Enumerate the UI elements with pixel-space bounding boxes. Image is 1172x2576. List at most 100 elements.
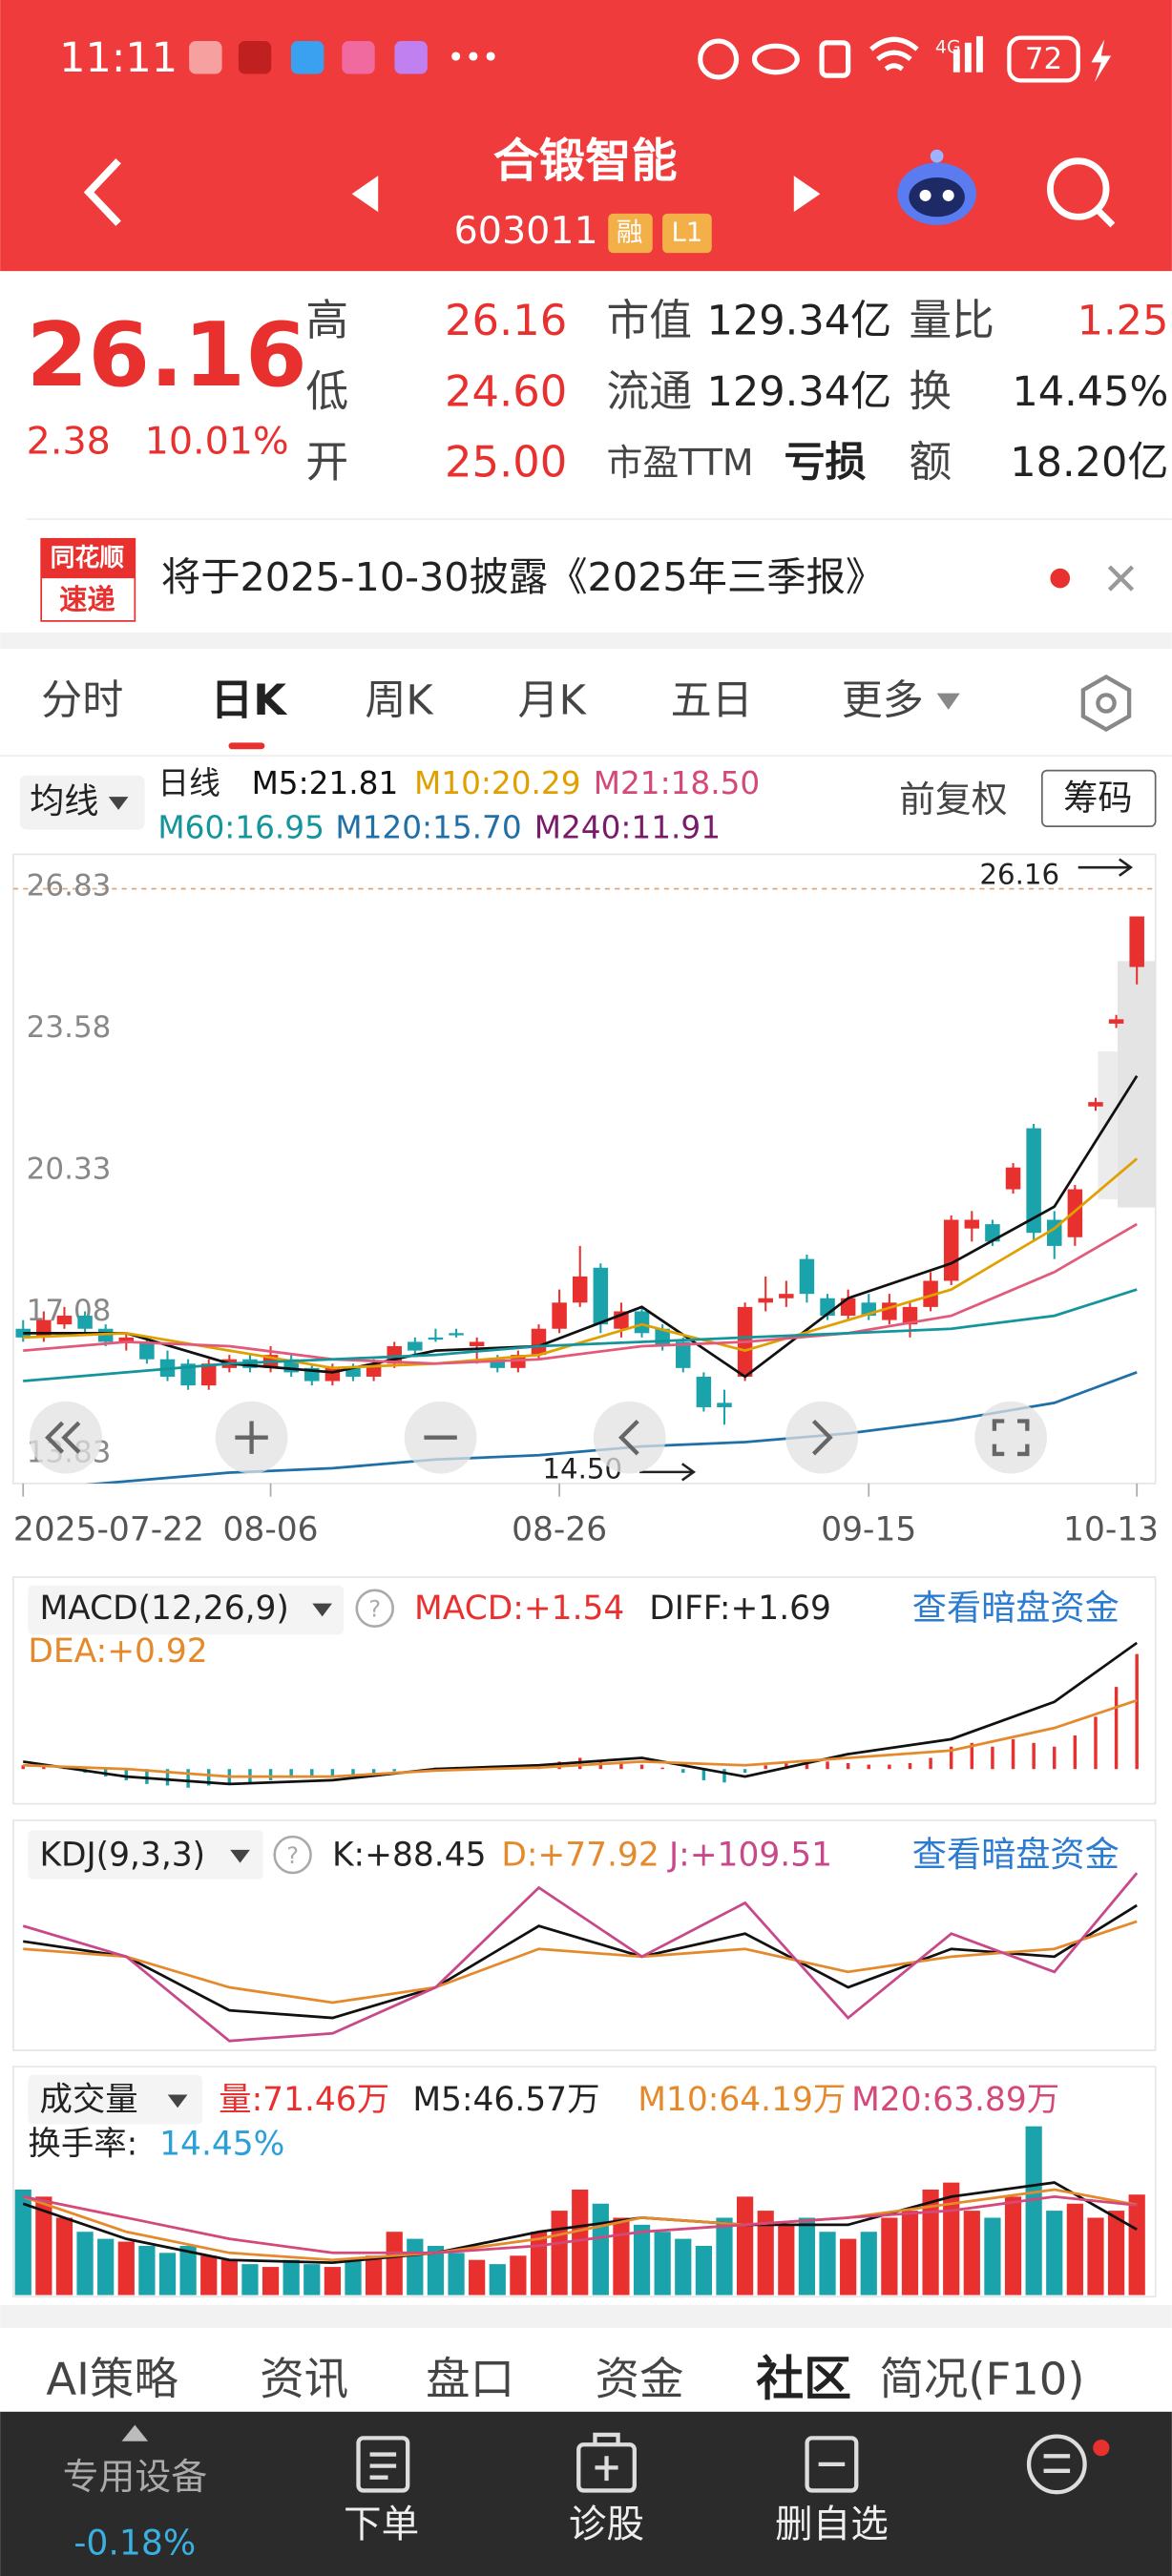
volume-bar bbox=[778, 2224, 795, 2296]
x-tick-label: 09-15 bbox=[821, 1510, 916, 1548]
tab[interactable]: 更多 bbox=[842, 676, 924, 724]
volume-bar bbox=[97, 2238, 115, 2296]
tab[interactable]: 周K bbox=[365, 676, 434, 724]
indicator-line bbox=[23, 1288, 1138, 1382]
volume-bar bbox=[695, 2245, 712, 2296]
ma-selector[interactable]: 均线 bbox=[30, 780, 98, 821]
settings-icon[interactable] bbox=[1080, 674, 1132, 733]
dark-pool-link[interactable]: 查看暗盘资金 bbox=[912, 1834, 1120, 1875]
search-icon[interactable] bbox=[1047, 157, 1116, 228]
ma-legend-item: M5:21.81 bbox=[252, 765, 399, 801]
indicator-selector-bg[interactable] bbox=[28, 2074, 202, 2125]
volume-bar bbox=[633, 2224, 651, 2296]
volume-bar bbox=[530, 2232, 548, 2296]
pan-right[interactable] bbox=[785, 1401, 858, 1474]
stat-label: 市值 bbox=[607, 295, 693, 345]
indicator-title[interactable]: KDJ(9,3,3) bbox=[39, 1836, 205, 1874]
ma-legend-item: M10:20.29 bbox=[414, 765, 580, 801]
y-tick-label: 26.83 bbox=[27, 868, 112, 903]
high-annotation: 26.16 bbox=[979, 858, 1059, 890]
ma-legend: M5:21.81 M10:20.29 M21:18.50 M60:16.95 M120:… bbox=[157, 765, 760, 845]
nav-item[interactable]: 删自选 bbox=[775, 2503, 889, 2546]
dropdown-arrow bbox=[108, 797, 129, 810]
indicator-selector-bg[interactable] bbox=[28, 1585, 345, 1635]
volume-bar bbox=[324, 2267, 342, 2296]
volume-bar bbox=[1004, 2196, 1022, 2296]
sector-name[interactable]: 专用设备 bbox=[63, 2456, 208, 2498]
volume-bar bbox=[179, 2245, 197, 2296]
tab-active[interactable]: 日K bbox=[211, 675, 289, 725]
fullscreen[interactable] bbox=[974, 1401, 1048, 1474]
candle-body bbox=[139, 1341, 155, 1360]
tab[interactable]: 资金 bbox=[595, 2353, 683, 2404]
pan-left[interactable] bbox=[593, 1401, 666, 1474]
ma-selector-bg[interactable] bbox=[19, 775, 145, 830]
stat-label: 低 bbox=[305, 365, 348, 416]
indicator-value: J:+109.51 bbox=[667, 1836, 832, 1874]
candle-body bbox=[717, 1402, 732, 1407]
volume-bar bbox=[984, 2217, 1001, 2296]
tab[interactable]: 盘口 bbox=[426, 2353, 514, 2404]
volume-bar bbox=[200, 2255, 218, 2296]
volume-bar bbox=[613, 2217, 630, 2296]
volume-bar bbox=[963, 2211, 980, 2296]
tab[interactable]: 简况(F10) bbox=[879, 2353, 1084, 2404]
badge: 融 bbox=[617, 218, 643, 248]
volume-bar bbox=[1128, 2194, 1145, 2296]
candle-body bbox=[923, 1280, 938, 1307]
dark-pool-link[interactable]: 查看暗盘资金 bbox=[912, 1588, 1120, 1629]
chip-button-bg[interactable] bbox=[1040, 769, 1157, 827]
help-mark: ? bbox=[368, 1596, 381, 1623]
network: 4G bbox=[935, 36, 961, 57]
tab[interactable]: 月K bbox=[518, 676, 588, 724]
indicator-line bbox=[23, 1698, 1138, 1778]
chip-button[interactable]: 筹码 bbox=[1063, 778, 1132, 819]
help-icon[interactable] bbox=[355, 1589, 394, 1629]
bottom-tabs: AI策略 资讯 盘口 资金 社区 简况(F10) bbox=[46, 2351, 1084, 2406]
volume-bar bbox=[1046, 2211, 1063, 2296]
volume-bar bbox=[55, 2217, 73, 2296]
volume-bar bbox=[241, 2264, 259, 2296]
robot-icon[interactable] bbox=[897, 149, 976, 225]
indicator-value: M20:63.89万 bbox=[851, 2081, 1059, 2119]
adjust-mode[interactable]: 前复权 bbox=[899, 779, 1008, 821]
indicator-line bbox=[85, 1371, 1138, 1484]
badge-bg bbox=[662, 213, 712, 254]
stat-value: 24.60 bbox=[445, 365, 567, 416]
plot-main bbox=[15, 916, 1144, 1484]
volume-bar bbox=[14, 2190, 31, 2296]
volume-bar bbox=[881, 2217, 898, 2296]
tab[interactable]: 分时 bbox=[41, 676, 123, 724]
ma-legend-item: M21:18.50 bbox=[594, 765, 760, 801]
stat-value: 14.45% bbox=[1012, 368, 1168, 416]
notice-text[interactable]: 将于2025-10-30披露《2025年三季报》 bbox=[161, 554, 885, 600]
indicator-value: D:+77.92 bbox=[501, 1836, 659, 1874]
indicator-title[interactable]: 成交量 bbox=[39, 2081, 137, 2119]
tab[interactable]: 资讯 bbox=[260, 2353, 348, 2404]
notice-close[interactable] bbox=[1107, 565, 1135, 592]
stat-value: 25.00 bbox=[445, 436, 567, 487]
help-icon[interactable] bbox=[273, 1835, 312, 1875]
candle-body bbox=[902, 1306, 918, 1325]
candle-body bbox=[469, 1341, 485, 1346]
prev-stock[interactable] bbox=[351, 176, 379, 213]
indicator-title[interactable]: MACD(12,26,9) bbox=[39, 1589, 288, 1628]
tab-active[interactable]: 社区 bbox=[756, 2351, 851, 2406]
notice-logo: 同花顺 bbox=[51, 544, 125, 572]
back-button[interactable] bbox=[83, 158, 121, 226]
indicator-selector-bg[interactable] bbox=[28, 1830, 263, 1880]
volume-bar bbox=[345, 2259, 362, 2296]
nav-item[interactable]: 诊股 bbox=[569, 2503, 644, 2546]
nav-item[interactable]: 下单 bbox=[344, 2503, 419, 2546]
indicator-line bbox=[23, 1222, 1138, 1365]
tab[interactable]: AI策略 bbox=[46, 2353, 178, 2404]
next-stock[interactable] bbox=[793, 176, 821, 213]
ma-period: 日线 bbox=[157, 765, 220, 801]
ma-legend-item: M60:16.95 bbox=[157, 810, 324, 846]
gap bbox=[0, 632, 1172, 650]
tab[interactable]: 五日 bbox=[671, 676, 753, 724]
ma-legend-item: M240:11.91 bbox=[534, 810, 721, 846]
turnover-label: 换手率: bbox=[28, 2125, 137, 2163]
